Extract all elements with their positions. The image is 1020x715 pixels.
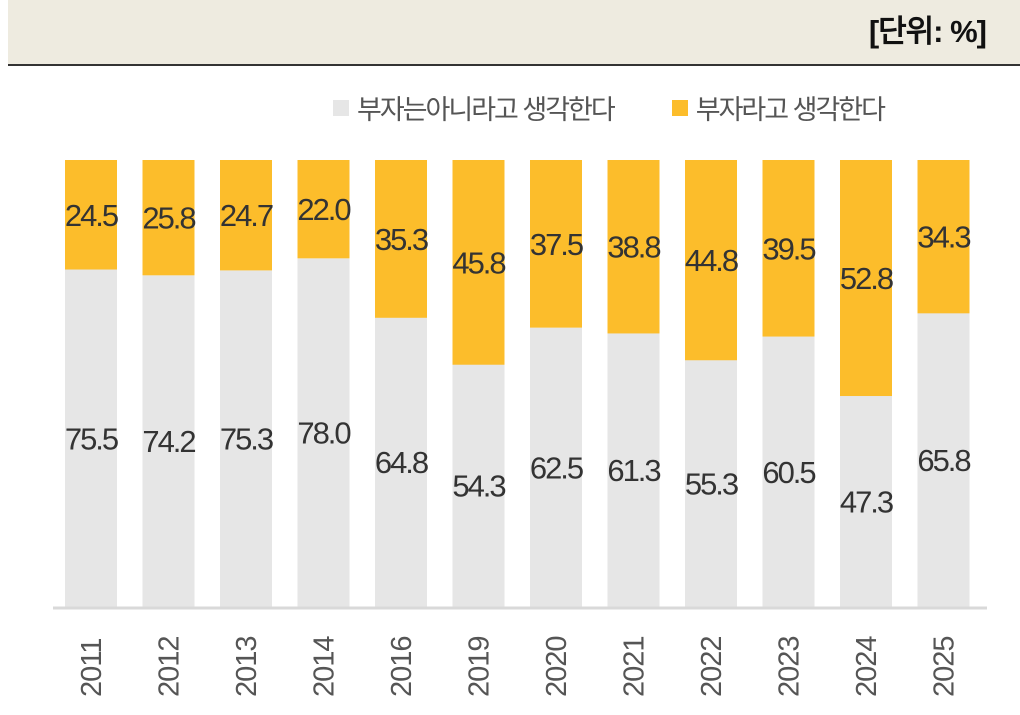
legend-label-not-rich: 부자는아니라고 생각한다	[357, 95, 616, 125]
x-tick-label: 2024	[851, 636, 883, 697]
data-label-rich: 45.8	[452, 245, 505, 280]
data-label-not-rich: 75.5	[65, 421, 118, 456]
data-label-rich: 25.8	[142, 201, 195, 236]
data-label-not-rich: 54.3	[452, 469, 505, 504]
bar-not-rich	[142, 275, 195, 607]
data-label-not-rich: 62.5	[530, 450, 583, 485]
bar-rich	[607, 160, 660, 334]
bar-rich	[65, 160, 117, 270]
bar-rich	[375, 160, 427, 318]
bar-not-rich	[917, 312, 970, 607]
legend-label-rich: 부자라고 생각한다	[695, 95, 886, 125]
bar-rich	[297, 160, 350, 259]
bar-not-rich	[762, 336, 815, 607]
data-label-not-rich: 64.8	[375, 445, 428, 480]
x-tick-label: 2021	[619, 636, 651, 697]
data-label-rich: 22.0	[297, 192, 351, 227]
x-tick-label: 2012	[154, 636, 186, 697]
bar-not-rich	[65, 269, 117, 607]
x-tick-label: 2020	[541, 636, 573, 697]
bar-not-rich	[607, 332, 660, 607]
bar-rich	[762, 160, 815, 337]
data-label-rich: 44.8	[685, 243, 738, 278]
unit-label: [단위: %]	[868, 14, 987, 49]
bar-rich	[917, 160, 970, 314]
bar-rich	[142, 160, 195, 276]
x-tick-label: 2013	[231, 636, 263, 697]
bar-not-rich	[375, 317, 427, 607]
bar-rich	[220, 160, 272, 271]
bar-rich	[530, 160, 582, 328]
data-label-not-rich: 55.3	[685, 466, 738, 501]
x-tick-label: 2023	[774, 636, 806, 697]
data-label-not-rich: 61.3	[607, 453, 660, 488]
data-label-rich: 38.8	[607, 230, 660, 265]
data-label-rich: 52.8	[840, 261, 893, 296]
x-tick-label: 2025	[929, 636, 961, 697]
data-label-rich: 37.5	[530, 227, 583, 262]
bar-not-rich	[452, 364, 505, 607]
bar-rich	[840, 160, 892, 397]
data-label-not-rich: 47.3	[840, 484, 893, 519]
data-label-rich: 24.7	[220, 198, 273, 233]
bar-rich	[685, 160, 737, 361]
data-label-rich: 35.3	[375, 222, 428, 257]
legend: 부자는아니라고 생각한다 부자라고 생각한다	[333, 88, 886, 127]
bar-not-rich	[530, 327, 582, 607]
bar-rich	[452, 160, 505, 365]
data-label-rich: 34.3	[917, 220, 970, 255]
x-tick-label: 2019	[464, 636, 496, 697]
data-label-not-rich: 60.5	[762, 455, 815, 490]
data-label-not-rich: 74.2	[142, 424, 195, 459]
data-label-not-rich: 75.3	[220, 422, 273, 457]
header-band: [단위: %]	[8, 0, 1020, 66]
data-label-rich: 24.5	[65, 198, 118, 233]
bar-not-rich	[840, 395, 892, 607]
data-label-rich: 39.5	[762, 231, 815, 266]
legend-swatch-rich	[671, 99, 688, 116]
bar-not-rich	[220, 270, 272, 607]
data-label-not-rich: 78.0	[297, 416, 351, 451]
bar-not-rich	[685, 359, 737, 607]
x-tick-label: 2011	[76, 639, 108, 697]
x-tick-label: 2016	[386, 636, 418, 697]
x-tick-label: 2014	[309, 636, 341, 697]
bar-not-rich	[297, 258, 350, 607]
data-label-not-rich: 65.8	[917, 443, 970, 478]
legend-swatch-not-rich	[333, 99, 349, 116]
x-tick-label: 2022	[696, 636, 728, 697]
